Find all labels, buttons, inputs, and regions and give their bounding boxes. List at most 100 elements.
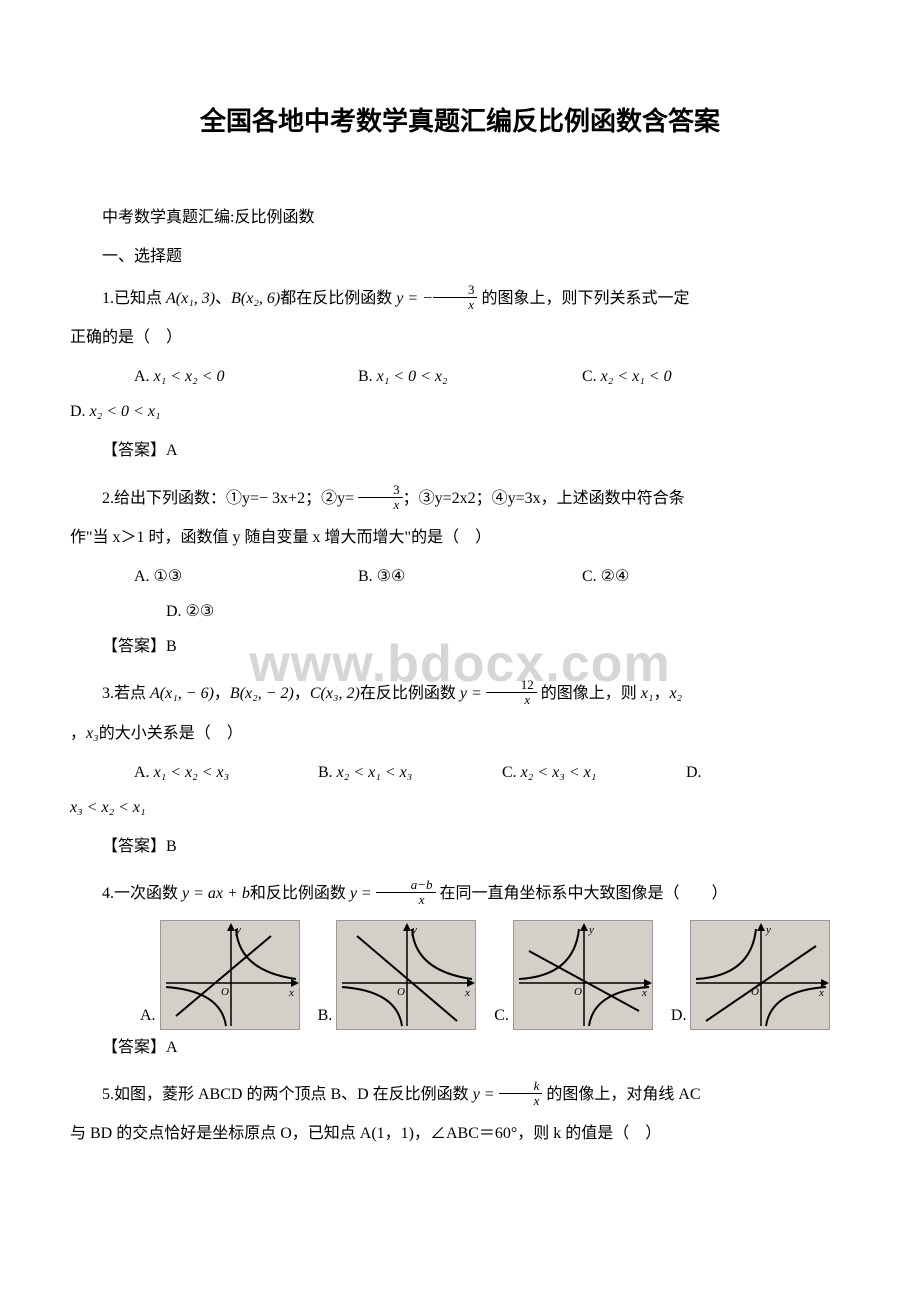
q2-mid: ；③y=2x2；④y=3x，上述函数中符合条 — [403, 490, 685, 507]
q3-optA: A. x₁ < x₂ < x₃ — [102, 759, 282, 786]
q1-eq-lhs: y = − — [396, 290, 433, 307]
q1-optB: B. x₁ < 0 < x₂ — [326, 363, 546, 390]
q3-optC: C. x₂ < x₃ < x₁ — [470, 759, 650, 786]
page-title: 全国各地中考数学真题汇编反比例函数含答案 — [70, 100, 850, 144]
q3-options: A. x₁ < x₂ < x₃ B. x₂ < x₁ < x₃ C. x₂ < … — [70, 759, 850, 786]
q2-optA: A. ①③ — [102, 563, 322, 590]
q3-optB: B. x₂ < x₁ < x₃ — [286, 759, 466, 786]
q1-optD-pre: D. — [70, 403, 90, 420]
q1-optD-math: x₂ < 0 < x₁ — [90, 403, 161, 420]
q4-frac-den: x — [376, 893, 436, 907]
q1-frac-num: 3 — [433, 283, 478, 298]
q1-frac-den: x — [433, 298, 478, 312]
q5-stem: 5.如图，菱形 ABCD 的两个顶点 B、D 在反比例函数 y = kx 的图像… — [70, 1079, 850, 1108]
svg-text:x: x — [641, 987, 647, 999]
q4-optA-label: A. — [140, 1002, 156, 1029]
q3-optD-pre: D. — [686, 764, 702, 781]
q1-cont: 正确的是（ ） — [70, 324, 850, 351]
q2-frac: 3x — [358, 483, 403, 512]
q1-suffix: 的图象上，则下列关系式一定 — [477, 290, 689, 307]
q2-options-1: A. ①③ B. ③④ C. ②④ — [70, 563, 850, 590]
q4-graph-D: y O x — [690, 920, 830, 1030]
q3-optA-math: x₁ < x₂ < x₃ — [154, 764, 230, 781]
q2-optD: D. ②③ — [118, 598, 214, 625]
q2-frac-num: 3 — [358, 483, 403, 498]
q4-graph-row: A. y O x B. y O — [140, 920, 850, 1030]
q3-frac-num: 12 — [486, 678, 537, 693]
q4-answer: 【答案】A — [70, 1034, 850, 1061]
q3-optD: D. — [654, 759, 702, 786]
q3-C: C(x₃, 2) — [310, 685, 360, 702]
q4-eq1: y = ax + b — [182, 885, 250, 902]
intro-1: 中考数学真题汇编:反比例函数 — [70, 204, 850, 231]
q3-frac-den: x — [486, 693, 537, 707]
q1-optA: A. x₁ < x₂ < 0 — [102, 363, 322, 390]
q1-mid: 都在反比例函数 — [280, 290, 396, 307]
q1-optA-pre: A. — [134, 368, 154, 385]
q1-pointB: B(x₂, 6) — [231, 290, 280, 307]
q5-frac: kx — [499, 1079, 543, 1108]
q1-answer: 【答案】A — [70, 437, 850, 464]
q1-options-1: A. x₁ < x₂ < 0 B. x₁ < 0 < x₂ C. x₂ < x₁… — [70, 363, 850, 390]
q3-optA-pre: A. — [134, 764, 154, 781]
svg-text:O: O — [574, 986, 582, 998]
svg-text:O: O — [397, 986, 405, 998]
q3-stem: 3.若点 A(x₁, − 6)，B(x₂, − 2)，C(x₃, 2)在反比例函… — [70, 678, 850, 707]
q4-optC-label: C. — [494, 1002, 509, 1029]
q3-m2: ， — [294, 685, 310, 702]
q5-cont: 与 BD 的交点恰好是坐标原点 O，已知点 A(1，1)，∠ABC＝60°，则 … — [70, 1120, 850, 1147]
q4-mid1: 和反比例函数 — [250, 885, 350, 902]
q3-m1: ， — [214, 685, 230, 702]
q3-optB-pre: B. — [318, 764, 337, 781]
intro-2: 一、选择题 — [70, 243, 850, 270]
q1-optD: D. x₂ < 0 < x₁ — [70, 398, 160, 425]
q3-optB-math: x₂ < x₁ < x₃ — [337, 764, 413, 781]
q1-stem: 1.已知点 A(x₁, 3)、B(x₂, 6)都在反比例函数 y = −3x 的… — [70, 283, 850, 312]
q4-graph-A: y O x — [160, 920, 300, 1030]
q2-options-2: D. ②③ — [70, 598, 850, 625]
q3-prefix: 3.若点 — [102, 685, 150, 702]
q2-cont: 作"当 x＞1 时，函数值 y 随自变量 x 增大而增大"的是（ ） — [70, 524, 850, 551]
q2-prefix: 2.给出下列函数：①y=− 3x+2；②y= — [102, 490, 358, 507]
q1-optA-math: x₁ < x₂ < 0 — [154, 368, 225, 385]
q1-optC: C. x₂ < x₁ < 0 — [550, 363, 672, 390]
q2-stem: 2.给出下列函数：①y=− 3x+2；②y= 3x；③y=2x2；④y=3x，上… — [70, 483, 850, 512]
q4-stem: 4.一次函数 y = ax + b和反比例函数 y = a−bx 在同一直角坐标… — [70, 878, 850, 907]
q2-optB: B. ③④ — [326, 563, 546, 590]
svg-text:y: y — [765, 924, 771, 936]
q3-optD-2: x₃ < x₂ < x₁ — [70, 794, 850, 821]
q3-optD-math: x₃ < x₂ < x₁ — [70, 799, 146, 816]
q2-answer: 【答案】B — [70, 633, 850, 660]
svg-text:y: y — [588, 924, 594, 936]
q1-optC-pre: C. — [582, 368, 601, 385]
q4-eq2-lhs: y = — [350, 885, 376, 902]
q3-answer: 【答案】B — [70, 833, 850, 860]
q1-optB-math: x₁ < 0 < x₂ — [377, 368, 448, 385]
q3-x3: x₃ — [86, 725, 99, 742]
q4-optB-label: B. — [318, 1002, 333, 1029]
q5-prefix: 5.如图，菱形 ABCD 的两个顶点 B、D 在反比例函数 — [102, 1086, 473, 1103]
q3-optC-math: x₂ < x₃ < x₁ — [521, 764, 597, 781]
q1-optC-math: x₂ < x₁ < 0 — [601, 368, 672, 385]
q4-suffix: 在同一直角坐标系中大致图像是（ ） — [436, 885, 728, 902]
q3-suffix: 的图像上，则 — [537, 685, 641, 702]
svg-text:x: x — [288, 987, 294, 999]
svg-text:O: O — [221, 986, 229, 998]
q3-cont: ，x₃的大小关系是（ ） — [70, 720, 850, 747]
q3-mid3: 在反比例函数 — [360, 685, 460, 702]
q4-graph-B: y O x — [336, 920, 476, 1030]
q3-comma: ， — [653, 685, 669, 702]
q3-eq-lhs: y = — [460, 685, 486, 702]
q5-mid: 的图像上，对角线 AC — [542, 1086, 700, 1103]
q2-frac-den: x — [358, 498, 403, 512]
q3-cont-text: 的大小关系是（ ） — [99, 725, 243, 742]
q1-pointA: A(x₁, 3) — [166, 290, 215, 307]
q4-graph-C: y O x — [513, 920, 653, 1030]
q2-optC: C. ②④ — [550, 563, 629, 590]
q4-optD-label: D. — [671, 1002, 687, 1029]
q5-frac-den: x — [499, 1094, 543, 1108]
q4-frac: a−bx — [376, 878, 436, 907]
q5-eq-lhs: y = — [473, 1086, 499, 1103]
q4-frac-num: a−b — [376, 878, 436, 893]
q1-sep: 、 — [215, 290, 231, 307]
